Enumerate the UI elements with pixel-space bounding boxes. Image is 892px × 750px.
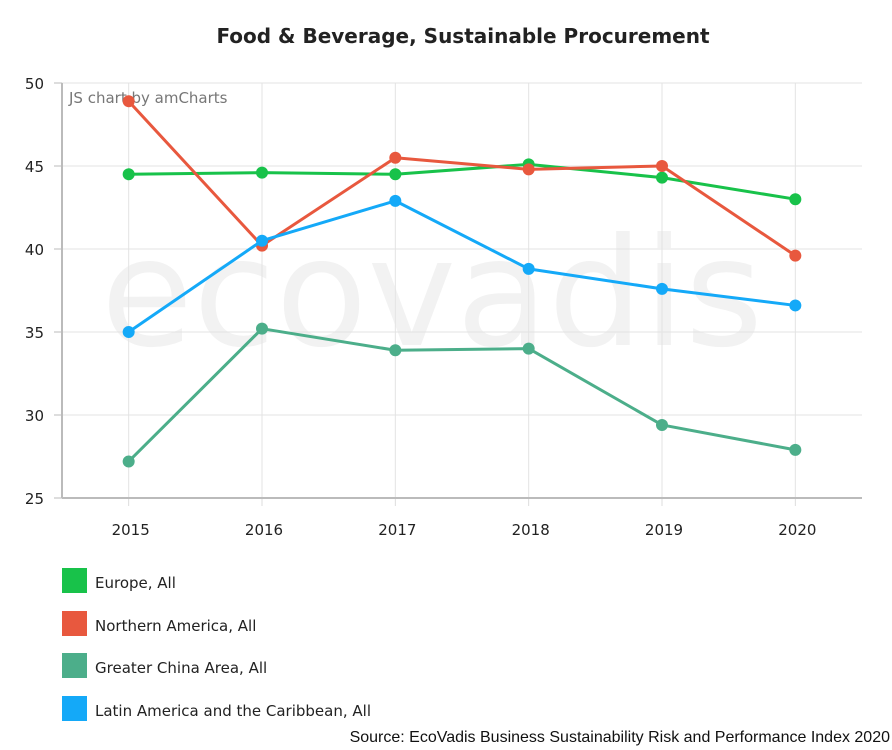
data-point (656, 282, 668, 295)
legend-label: Latin America and the Caribbean, All (95, 701, 371, 720)
data-point (389, 344, 402, 357)
source-note: Source: EcoVadis Business Sustainability… (349, 729, 890, 746)
grid (62, 82, 862, 498)
legend-swatch (62, 653, 87, 678)
data-point (522, 262, 535, 275)
data-point (256, 322, 268, 335)
series-line (127, 100, 797, 257)
y-tick-label: 35 (25, 324, 44, 342)
legend-label: Northern America, All (95, 616, 257, 635)
line-chart: ecovadis 25 30 35 40 45 50 2015 2016 2017 2018 201… (25, 75, 862, 539)
data-point (522, 163, 535, 176)
series-line (127, 327, 796, 463)
data-point (789, 443, 802, 456)
x-tick-label: 2015 (112, 521, 150, 539)
data-point (522, 342, 535, 355)
data-point (656, 160, 668, 172)
data-point (122, 455, 135, 468)
axes: 25 30 35 40 45 50 2015 2016 2017 2018 2019 2020 (25, 75, 862, 539)
y-tick-label: 50 (25, 75, 44, 93)
data-point (389, 168, 402, 181)
x-tick-label: 2020 (778, 521, 816, 539)
data-point (122, 326, 135, 338)
x-tick-label: 2017 (378, 521, 416, 539)
series-line (128, 162, 796, 201)
legend-swatch (62, 610, 87, 636)
y-tick-label: 30 (25, 407, 44, 425)
series-europe-all (122, 158, 802, 206)
legend-item[interactable]: Northern America, All (62, 609, 562, 636)
y-tick-label: 40 (25, 241, 44, 259)
legend-item[interactable]: Europe, All (62, 566, 562, 593)
legend-swatch (62, 568, 87, 593)
data-point (656, 418, 668, 431)
x-tick-label: 2018 (512, 521, 550, 539)
x-tick-label: 2019 (645, 521, 683, 539)
legend-label: Europe, All (95, 574, 176, 592)
legend-label: Greater China Area, All (95, 659, 268, 677)
data-point (389, 151, 402, 164)
y-tick-label: 45 (25, 158, 44, 176)
legend-item[interactable]: Latin America and the Caribbean, All (62, 694, 562, 721)
data-point (389, 194, 402, 207)
data-point (256, 234, 268, 247)
data-point (122, 95, 135, 108)
y-tick-label: 25 (25, 490, 44, 508)
data-point (789, 193, 802, 206)
watermark: ecovadis (101, 207, 763, 381)
data-point (256, 166, 268, 179)
legend-swatch (62, 695, 87, 721)
data-point (789, 249, 802, 262)
amcharts-credit[interactable]: JS chart by amCharts (68, 89, 228, 107)
series-greater-china-area-all (122, 322, 802, 468)
series-layer (122, 95, 802, 468)
legend-item[interactable]: Greater China Area, All (62, 651, 562, 678)
series-latin-america-and-the-caribbean-all (122, 194, 802, 338)
x-tick-label: 2016 (245, 521, 283, 539)
data-point (656, 171, 668, 184)
data-point (122, 168, 135, 181)
data-point (789, 299, 802, 312)
chart-title: Food & Beverage, Sustainable Procurement (216, 24, 710, 48)
series-line (127, 199, 796, 334)
